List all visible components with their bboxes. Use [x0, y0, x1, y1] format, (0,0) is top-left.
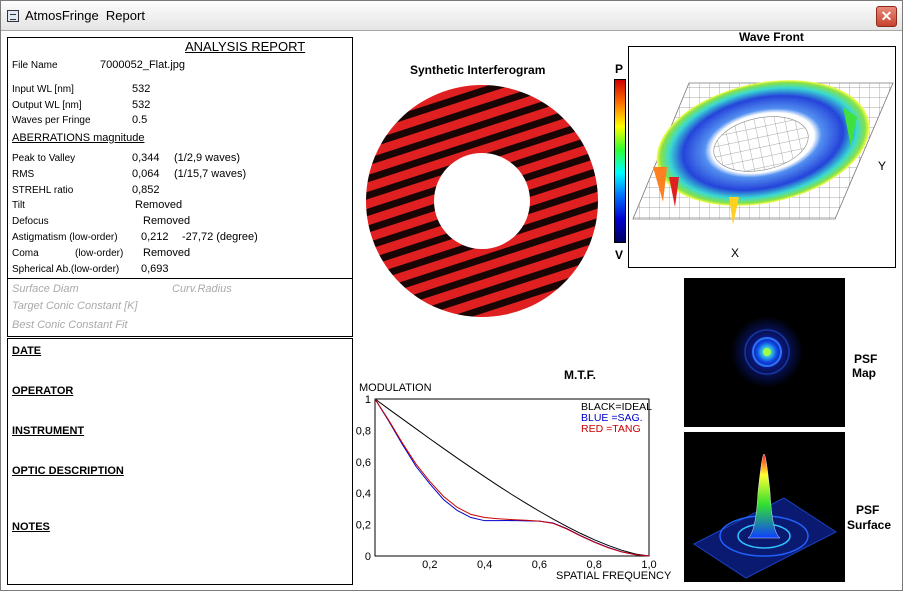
best-conic-label: Best Conic Constant Fit [12, 319, 128, 331]
mtf-y-tick: 0,4 [356, 488, 371, 500]
curv-radius-label: Curv.Radius [172, 283, 232, 295]
ptv-label: Peak to Valley [12, 153, 76, 164]
optic-description-label: OPTIC DESCRIPTION [12, 465, 124, 477]
psf-map [684, 278, 845, 427]
mtf-x-tick: 0,4 [477, 559, 492, 571]
ptv-value: 0,344 [132, 152, 160, 164]
operator-label: OPERATOR [12, 385, 74, 397]
analysis-report-panel: ANALYSIS REPORT File Name 7000052_Flat.j… [7, 37, 353, 337]
astigmatism-label: Astigmatism (low-order) [12, 232, 118, 243]
surface-diam-label: Surface Diam [12, 283, 79, 295]
psf-surface-label-2: Surface [847, 518, 892, 532]
mtf-legend-entry: RED =TANG [581, 423, 641, 435]
mtf-y-tick: 0,6 [356, 457, 371, 469]
mtf-chart: 0 0,2 0,4 0,6 0,8 1 0,2 0,4 0,6 0,8 1,0 BLACK=IDEAL… [356, 394, 657, 571]
tilt-label: Tilt [12, 200, 25, 211]
title-bar[interactable]: AtmosFringe Report ✕ [1, 1, 902, 31]
mtf-y-tick: 0 [365, 551, 371, 563]
coma-label: Coma [12, 248, 39, 259]
mtf-y-tick: 1 [365, 394, 371, 406]
astigmatism-value: 0,212 [141, 231, 169, 243]
synthetic-interferogram [364, 84, 600, 320]
wavefront-y-label: Y [878, 159, 887, 173]
colorbar [614, 79, 626, 243]
file-name-value: 7000052_Flat.jpg [100, 59, 186, 71]
colorbar-top-label: P [615, 62, 624, 76]
strehl-label: STREHL ratio [12, 185, 74, 196]
waves-per-fringe-label: Waves per Fringe [12, 115, 91, 126]
mtf-xlabel: SPATIAL FREQUENCY [556, 570, 672, 582]
mtf-x-tick: 0,8 [587, 559, 602, 571]
file-name-label: File Name [12, 60, 58, 71]
mtf-plot-area [374, 398, 650, 557]
mtf-legend-entry: BLUE =SAG. [581, 412, 643, 424]
wavefront-x-label: X [731, 246, 740, 260]
mtf-legend-entry: BLACK=IDEAL [581, 401, 652, 413]
mtf-title: M.T.F. [564, 368, 596, 382]
mtf-x-tick: 0,6 [532, 559, 547, 571]
instrument-label: INSTRUMENT [12, 425, 85, 437]
tilt-value: Removed [135, 199, 183, 211]
defocus-value: Removed [143, 215, 191, 227]
astigmatism-angle: -27,72 (degree) [182, 231, 258, 243]
mtf-series-tang [374, 398, 650, 557]
interferogram-title: Synthetic Interferogram [410, 63, 546, 77]
rms-value: 0,064 [132, 168, 160, 180]
mtf-series-ideal [374, 398, 650, 557]
section-divider [8, 278, 352, 279]
date-label: DATE [12, 345, 42, 357]
colorbar-bottom-label: V [615, 248, 624, 262]
notes-label: NOTES [12, 521, 50, 533]
aberrations-heading: ABERRATIONS magnitude [12, 132, 145, 144]
wavefront-plot: X Y [628, 46, 896, 268]
window-title: AtmosFringe Report [25, 8, 145, 23]
mtf-y-tick: 0,2 [356, 520, 371, 532]
mtf-ylabel: MODULATION [359, 382, 432, 394]
rms-waves: (1/15,7 waves) [174, 168, 247, 180]
output-wl-value: 532 [132, 99, 151, 111]
coma-order: (low-order) [75, 248, 124, 259]
mtf-x-tick: 0,2 [422, 559, 437, 571]
metadata-panel: DATE OPERATOR INSTRUMENT OPTIC DESCRIPTI… [7, 338, 353, 585]
mtf-y-tick: 0,8 [356, 425, 371, 437]
ptv-waves: (1/2,9 waves) [174, 152, 241, 164]
strehl-value: 0,852 [132, 184, 160, 196]
rms-label: RMS [12, 169, 35, 180]
target-conic-label: Target Conic Constant [K] [12, 300, 138, 312]
input-wl-value: 532 [132, 83, 151, 95]
coma-value: Removed [143, 247, 191, 259]
mtf-x-tick: 1,0 [641, 559, 656, 571]
spherical-value: 0,693 [141, 263, 169, 275]
waves-per-fringe-value: 0.5 [132, 114, 148, 126]
output-wl-label: Output WL [nm] [12, 100, 82, 111]
app-icon[interactable] [7, 10, 19, 22]
close-button[interactable]: ✕ [876, 6, 897, 27]
report-heading: ANALYSIS REPORT [185, 39, 306, 54]
defocus-label: Defocus [12, 216, 49, 227]
psf-map-label-1: PSF [854, 352, 878, 366]
psf-surface-label-1: PSF [856, 503, 880, 517]
spherical-label: Spherical Ab.(low-order) [12, 264, 120, 275]
wavefront-title: Wave Front [739, 30, 804, 44]
input-wl-label: Input WL [nm] [12, 84, 74, 95]
psf-surface [684, 432, 845, 582]
psf-map-label-2: Map [852, 366, 876, 380]
